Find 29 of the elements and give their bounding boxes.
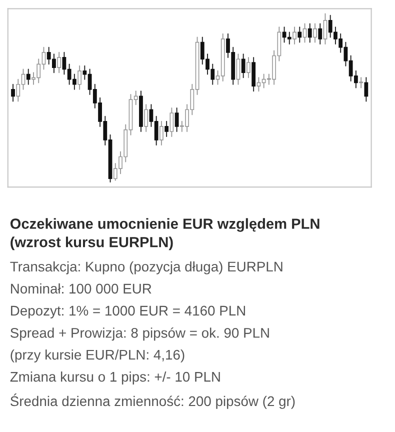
candlestick <box>236 54 240 85</box>
candlestick <box>323 13 328 44</box>
candlestick <box>318 23 322 44</box>
text: Spread + Prowizja: 8 pipsów = ok. 90 PLN <box>10 327 269 341</box>
candlestick <box>246 56 250 78</box>
text: Średnia dzienna zmienność: 200 pipsów (2 gr) <box>10 394 295 409</box>
candlestick <box>359 77 364 88</box>
candlestick <box>78 65 82 90</box>
text: (przy kursie EUR/PLN: 4,16) <box>10 349 184 362</box>
text: Nominał: 100 000 EUR <box>11 283 152 294</box>
text: Depozyt: 1% = 1000 EUR = 4160 PLN <box>11 306 245 318</box>
candlestick <box>292 26 296 44</box>
text: Oczekiwane umocnienie EUR względem PLN (wzrost kursu EURPLN) <box>10 218 320 250</box>
text: Zmiana kursu o 1 pips: +/- 10 PLN <box>10 372 220 384</box>
candlestick <box>57 52 62 74</box>
candlestick <box>241 54 246 78</box>
candlestick <box>308 23 312 43</box>
candlestick <box>313 23 317 43</box>
candlestick <box>174 107 179 132</box>
candlestick <box>252 56 256 92</box>
candlestick <box>144 104 148 132</box>
candlestick <box>11 84 15 102</box>
candlestick <box>364 77 368 102</box>
candlestick <box>170 107 174 138</box>
text: Transakcja: Kupno (pozycja długa) EURPLN <box>10 261 282 274</box>
candlestick <box>26 68 30 85</box>
candlestick <box>164 120 169 138</box>
candlestick <box>298 26 302 43</box>
candlestick <box>159 120 164 146</box>
